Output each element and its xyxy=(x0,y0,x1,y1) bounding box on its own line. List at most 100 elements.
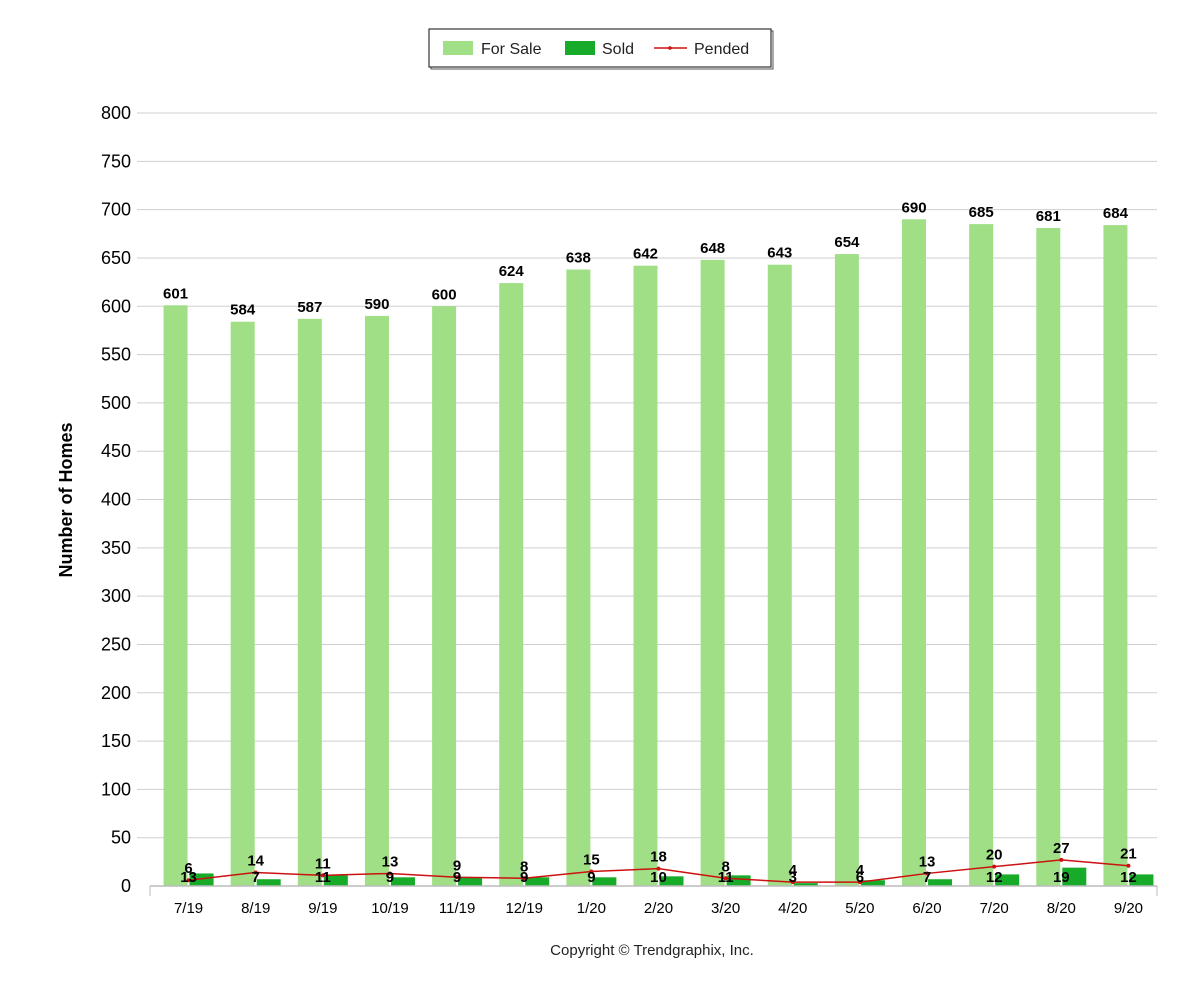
y-tick-label: 700 xyxy=(101,200,131,220)
y-tick-label: 650 xyxy=(101,248,131,268)
bar-sold xyxy=(256,879,281,886)
x-tick-label: 7/20 xyxy=(980,900,1009,917)
point-pended xyxy=(387,871,392,876)
point-pended xyxy=(320,873,325,878)
bar-for-sale xyxy=(834,254,859,886)
x-tick-label: 1/20 xyxy=(577,900,606,917)
x-tick-label: 5/20 xyxy=(845,900,874,917)
data-label-sold: 11 xyxy=(718,869,734,886)
data-label-pended: 6 xyxy=(184,860,192,877)
bar-for-sale xyxy=(902,219,927,887)
bar-sold xyxy=(189,873,214,886)
bar-sold xyxy=(793,883,818,886)
bar-sold xyxy=(592,877,617,886)
bars xyxy=(163,219,1154,887)
y-tick-label: 0 xyxy=(121,876,131,896)
data-label-pended: 11 xyxy=(315,855,331,872)
data-label-pended: 9 xyxy=(453,857,461,874)
data-label-sold: 9 xyxy=(520,869,528,886)
y-tick-label: 450 xyxy=(101,441,131,461)
x-tick-label: 9/19 xyxy=(308,900,337,917)
y-tick-label: 200 xyxy=(101,683,131,703)
pended-line xyxy=(186,857,1131,885)
bar-for-sale xyxy=(1103,225,1128,886)
data-label-for-sale: 681 xyxy=(1036,208,1061,225)
bar-sold xyxy=(726,875,751,886)
x-tick-label: 10/19 xyxy=(371,900,409,917)
data-label-sold: 9 xyxy=(587,869,595,886)
data-label-sold: 6 xyxy=(856,869,864,886)
copyright-footer: Copyright © Trendgraphix, Inc. xyxy=(550,942,754,959)
bar-sold xyxy=(458,877,483,886)
bar-for-sale xyxy=(297,318,322,886)
legend-marker-pended xyxy=(668,46,672,50)
point-pended xyxy=(790,880,795,885)
data-label-for-sale: 648 xyxy=(700,240,725,257)
data-label-pended: 18 xyxy=(650,849,667,866)
bar-sold xyxy=(390,877,415,886)
data-label-for-sale: 624 xyxy=(499,263,525,280)
data-label-for-sale: 684 xyxy=(1103,205,1129,222)
data-label-pended: 20 xyxy=(986,847,1003,864)
bar-for-sale xyxy=(163,305,188,886)
data-label-for-sale: 638 xyxy=(566,250,591,267)
y-tick-label: 400 xyxy=(101,490,131,510)
point-pended xyxy=(455,875,460,880)
point-pended xyxy=(253,870,258,875)
y-tick-label: 350 xyxy=(101,538,131,558)
data-label-pended: 27 xyxy=(1053,840,1070,857)
data-label-for-sale: 601 xyxy=(163,285,188,302)
bar-for-sale xyxy=(364,315,389,887)
data-label-for-sale: 643 xyxy=(767,245,792,262)
bar-for-sale xyxy=(499,283,524,886)
point-pended xyxy=(857,880,862,885)
x-tick-label: 2/20 xyxy=(644,900,673,917)
bar-for-sale xyxy=(767,264,792,886)
data-label-sold: 11 xyxy=(315,869,331,886)
data-label-pended: 13 xyxy=(919,853,936,870)
bar-sold xyxy=(860,880,885,886)
x-tick-label: 9/20 xyxy=(1114,900,1143,917)
bar-for-sale xyxy=(969,224,994,886)
legend-frame xyxy=(428,28,772,68)
data-label-for-sale: 590 xyxy=(364,296,389,313)
data-label-for-sale: 690 xyxy=(902,199,927,216)
data-label-pended: 15 xyxy=(583,852,600,869)
data-label-pended: 14 xyxy=(247,852,264,869)
point-pended xyxy=(925,871,930,876)
data-label-for-sale: 642 xyxy=(633,246,658,263)
data-label-pended: 8 xyxy=(520,858,528,875)
x-tick-label: 6/20 xyxy=(912,900,941,917)
data-label-pended: 8 xyxy=(721,858,729,875)
y-tick-label: 50 xyxy=(111,828,131,848)
bar-sold xyxy=(525,877,550,886)
bar-sold xyxy=(1129,874,1154,886)
x-tick-label: 11/19 xyxy=(439,900,475,917)
y-tick-label: 750 xyxy=(101,151,131,171)
data-label-pended: 4 xyxy=(789,862,798,879)
bar-for-sale xyxy=(1036,227,1061,886)
point-pended xyxy=(992,864,997,869)
x-tick-label: 8/19 xyxy=(241,900,270,917)
bar-sold xyxy=(928,879,953,886)
y-tick-label: 250 xyxy=(101,634,131,654)
y-tick-label: 600 xyxy=(101,296,131,316)
y-tick-label: 150 xyxy=(101,731,131,751)
axes: 0 50 100 150 200 250 300 350 400 450 500 550 600 650 7… xyxy=(101,103,1158,917)
legend: For Sale Sold Pended xyxy=(428,28,774,70)
point-pended xyxy=(522,876,527,881)
data-label-for-sale: 654 xyxy=(834,234,860,251)
legend-label-pended: Pended xyxy=(694,41,749,58)
y-axis-title: Number of Homes xyxy=(56,422,76,577)
data-label-for-sale: 685 xyxy=(969,204,994,221)
point-pended xyxy=(656,866,661,871)
bar-sold xyxy=(659,876,684,886)
y-tick-label: 800 xyxy=(101,103,131,123)
x-tick-label: 12/19 xyxy=(505,900,543,917)
point-pended xyxy=(186,878,191,883)
bar-for-sale xyxy=(230,321,255,887)
bar-for-sale xyxy=(633,265,658,887)
